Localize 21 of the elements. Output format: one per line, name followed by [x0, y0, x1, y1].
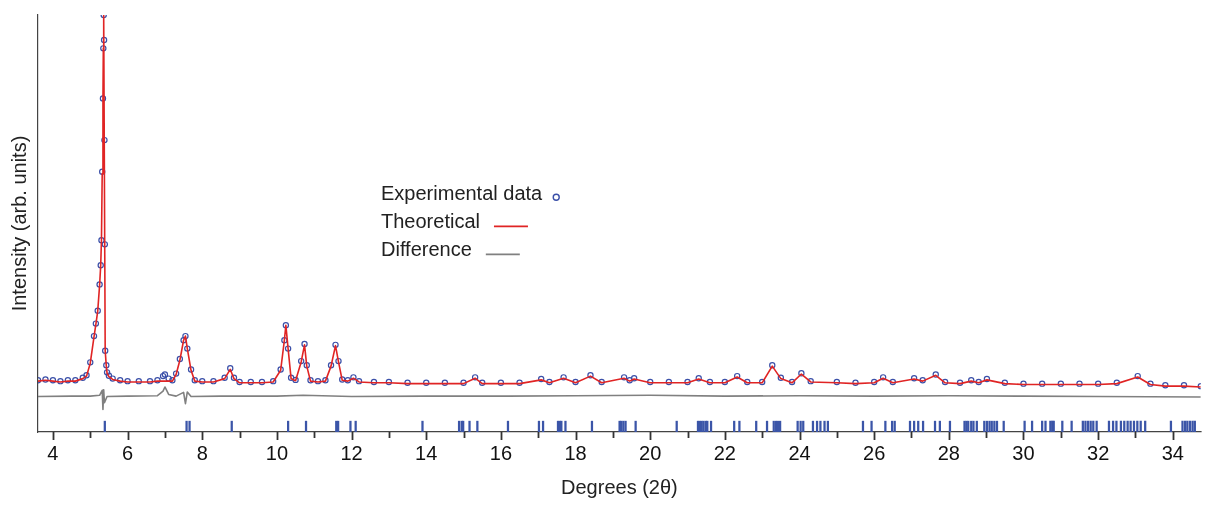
x-tick-label: 20	[639, 441, 662, 464]
x-tick-label: 6	[122, 441, 134, 464]
x-tick-label: 8	[196, 441, 208, 464]
legend-label: Experimental data	[381, 181, 544, 204]
x-tick-label: 14	[415, 441, 438, 464]
x-tick-label: 34	[1161, 441, 1184, 464]
x-tick-label: 30	[1012, 441, 1035, 464]
x-tick-label: 12	[340, 441, 363, 464]
x-tick-label: 18	[564, 441, 587, 464]
legend-label: Difference	[381, 237, 472, 260]
x-tick-label: 22	[713, 441, 736, 464]
x-axis-title: Degrees (2θ)	[561, 475, 678, 498]
x-tick-label: 16	[489, 441, 513, 464]
x-tick-label: 24	[788, 441, 811, 464]
x-tick-label: 26	[863, 441, 886, 464]
x-tick-label: 4	[47, 441, 59, 464]
x-tick-label: 32	[1087, 441, 1110, 464]
x-tick-label: 10	[265, 441, 289, 464]
legend-label: Theoretical	[381, 209, 480, 232]
x-tick-label: 28	[937, 441, 960, 464]
y-axis-title: Intensity (arb. units)	[7, 135, 30, 312]
